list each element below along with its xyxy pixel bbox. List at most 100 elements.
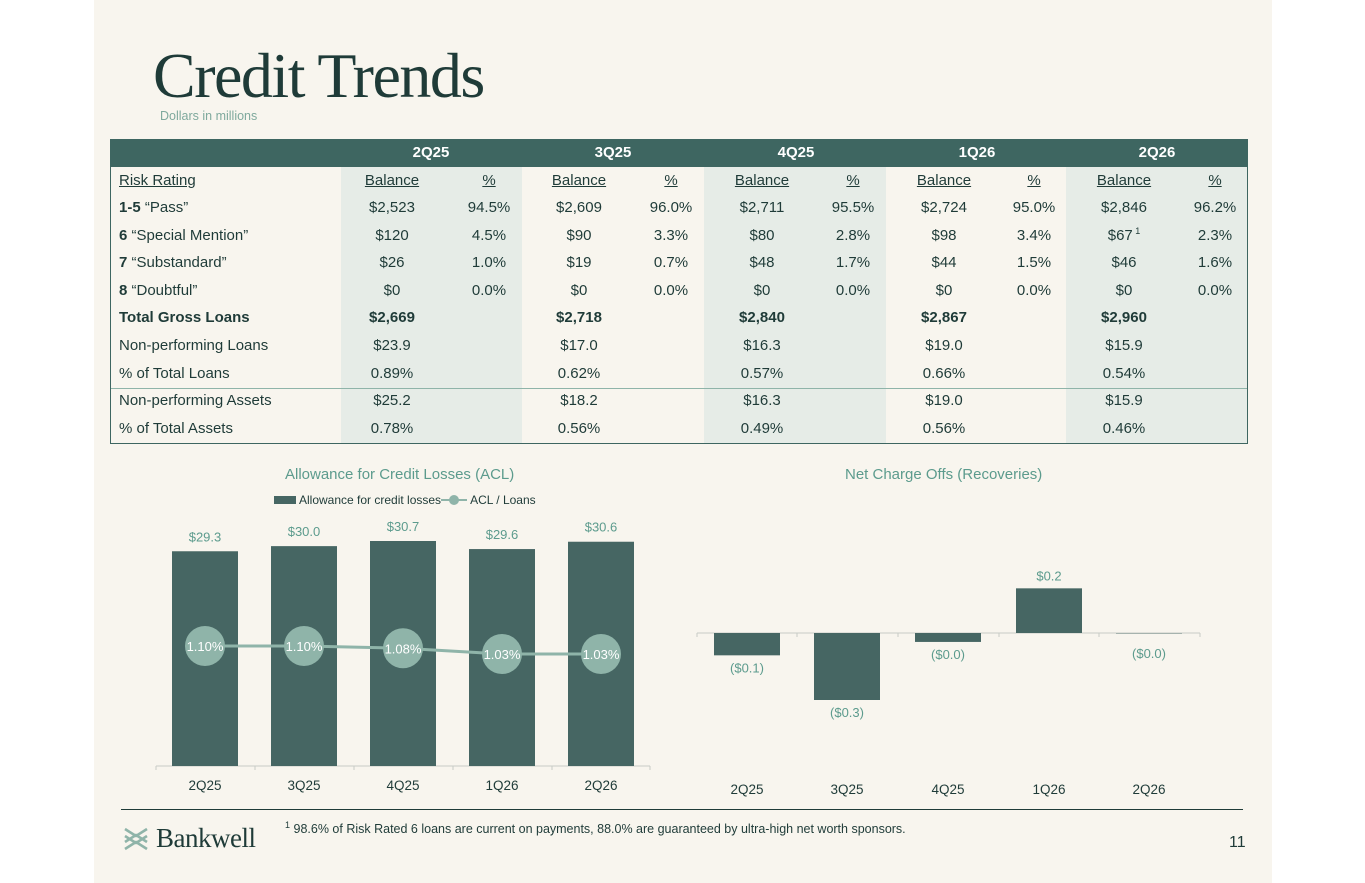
nco-bar-label: ($0.0) <box>1132 646 1166 661</box>
footnote-text: 98.6% of Risk Rated 6 loans are current … <box>293 822 906 836</box>
pct-value: 0.0% <box>1197 281 1233 299</box>
acl-loans-label: 1.10% <box>187 639 224 654</box>
pct-value: 95.0% <box>1012 199 1056 216</box>
summary-value: $15.9 <box>1105 337 1143 354</box>
balance-value: $2,609 <box>556 199 602 216</box>
risk-rating-text: “Pass” <box>140 199 189 216</box>
risk-rating-text: “Doubtful” <box>127 281 198 299</box>
balance-value: $0 <box>935 281 953 299</box>
pct-value: 94.5% <box>467 199 511 216</box>
summary-value: $16.3 <box>743 392 781 410</box>
risk-rating-text: “Substandard” <box>127 254 227 272</box>
pct-value: 0.0% <box>835 281 871 299</box>
quarter-header: 2Q26 <box>1138 144 1176 161</box>
acl-loans-marker <box>185 626 225 666</box>
total-gross-loans-value: $2,867 <box>921 309 967 327</box>
summary-value: 0.56% <box>557 419 601 437</box>
pct-value: 1.0% <box>471 254 507 272</box>
pct-value: 0.0% <box>653 281 689 299</box>
summary-value: $18.2 <box>560 392 598 410</box>
footnote-marker: 1 <box>285 819 291 830</box>
acl-bar-label: $30.6 <box>585 520 618 535</box>
acl-x-tick-label: 1Q26 <box>485 778 518 793</box>
column-shade <box>704 167 886 443</box>
acl-x-tick-label: 3Q25 <box>287 778 320 793</box>
acl-legend: Allowance for credit losses ACL / Loans <box>274 493 536 507</box>
nco-x-tick-label: 2Q26 <box>1132 782 1165 797</box>
pct-value: 95.5% <box>831 199 875 216</box>
acl-chart-title: Allowance for Credit Losses (ACL) <box>285 466 515 483</box>
credit-table: 2Q25 3Q25 4Q25 1Q26 2Q26 Risk Rating Balance% B… <box>110 139 1248 444</box>
balance-value: $0 <box>570 281 588 299</box>
acl-bar-label: $30.0 <box>288 524 321 539</box>
summary-value: $25.2 <box>373 392 411 410</box>
balance-value: $2,711 <box>739 199 785 216</box>
risk-rating-number: 8 <box>119 281 128 299</box>
nco-bar <box>915 633 981 642</box>
risk-rating-text: “Special Mention” <box>127 226 249 244</box>
pct-header: % <box>482 172 496 189</box>
pct-value: 96.0% <box>649 199 693 216</box>
balance-value: $48 <box>749 254 775 272</box>
summary-label: Non-performing Loans <box>119 337 269 354</box>
pct-value: 3.3% <box>653 226 689 244</box>
balance-value: $2,523 <box>369 199 415 216</box>
balance-value: $0 <box>753 281 771 299</box>
legend-line-label: ACL / Loans <box>470 493 536 507</box>
summary-label: % of Total Assets <box>119 419 233 437</box>
summary-value: $16.3 <box>743 337 781 354</box>
balance-value: $2,724 <box>921 199 967 216</box>
legend-bar-label: Allowance for credit losses <box>299 493 442 507</box>
risk-rating-label: 7 “Substandard” <box>119 253 227 273</box>
page-subtitle: Dollars in millions <box>160 109 258 123</box>
nco-bar-label: ($0.0) <box>931 647 965 662</box>
risk-rating-number: 7 <box>119 254 128 272</box>
acl-loans-label: 1.10% <box>286 639 323 654</box>
acl-bar-label: $30.7 <box>387 519 420 534</box>
summary-value: 0.57% <box>740 364 784 382</box>
balance-value: $46 <box>1111 254 1137 272</box>
balance-header: Balance <box>551 172 607 189</box>
acl-x-tick-label: 4Q25 <box>386 778 419 793</box>
pct-header: % <box>664 172 678 189</box>
nco-bar <box>1016 588 1082 633</box>
balance-value: $90 <box>566 226 592 244</box>
summary-value: 0.62% <box>557 364 601 382</box>
acl-loans-marker <box>284 626 324 666</box>
pct-value: 4.5% <box>471 226 507 244</box>
nco-x-tick-label: 3Q25 <box>830 782 863 797</box>
total-gross-loans-value: $2,960 <box>1101 309 1147 327</box>
total-gross-loans-value: $2,718 <box>556 309 602 327</box>
summary-value: 0.56% <box>922 419 966 437</box>
risk-rating-number: 6 <box>119 226 128 244</box>
acl-loans-label: 1.03% <box>583 647 620 662</box>
pct-header: % <box>846 172 860 189</box>
bankwell-logo-icon <box>124 827 148 850</box>
summary-value: 0.46% <box>1102 419 1146 437</box>
pct-header: % <box>1027 172 1041 189</box>
risk-rating-header: Risk Rating <box>119 172 196 189</box>
balance-value: $19 <box>566 254 592 272</box>
balance-header: Balance <box>916 172 972 189</box>
nco-x-tick-label: 2Q25 <box>730 782 763 797</box>
pct-value: 3.4% <box>1016 226 1052 244</box>
acl-loans-label: 1.03% <box>484 647 521 662</box>
pct-header: % <box>1208 172 1222 189</box>
acl-bar-label: $29.6 <box>486 527 519 542</box>
summary-value: 0.89% <box>370 364 414 382</box>
risk-rating-label: 1-5 “Pass” <box>119 198 188 218</box>
summary-value: $19.0 <box>925 337 963 354</box>
table-separator <box>111 388 1247 389</box>
total-gross-loans-value: $2,840 <box>739 309 785 327</box>
acl-loans-marker <box>581 634 621 674</box>
pct-value: 0.0% <box>1016 281 1052 299</box>
nco-chart-title: Net Charge Offs (Recoveries) <box>845 466 1043 483</box>
pct-value: 0.7% <box>653 254 689 272</box>
column-shade <box>341 167 522 443</box>
pct-value: 1.7% <box>835 254 871 272</box>
quarter-header: 2Q25 <box>412 144 450 161</box>
nco-bar-label: $0.2 <box>1036 568 1061 583</box>
pct-value: 96.2% <box>1193 199 1237 216</box>
column-shade <box>1066 167 1247 443</box>
